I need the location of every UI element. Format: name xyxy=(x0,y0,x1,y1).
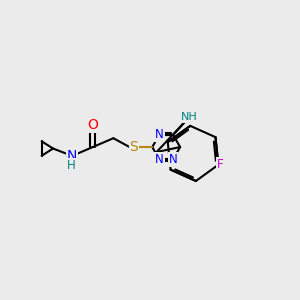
Text: N: N xyxy=(169,153,178,166)
Text: NH: NH xyxy=(181,112,198,122)
Text: N: N xyxy=(67,149,77,163)
Text: F: F xyxy=(217,158,223,171)
Text: S: S xyxy=(130,140,138,154)
Text: H: H xyxy=(67,159,76,172)
Text: O: O xyxy=(87,118,98,132)
Text: N: N xyxy=(155,153,164,166)
Text: N: N xyxy=(155,128,164,142)
